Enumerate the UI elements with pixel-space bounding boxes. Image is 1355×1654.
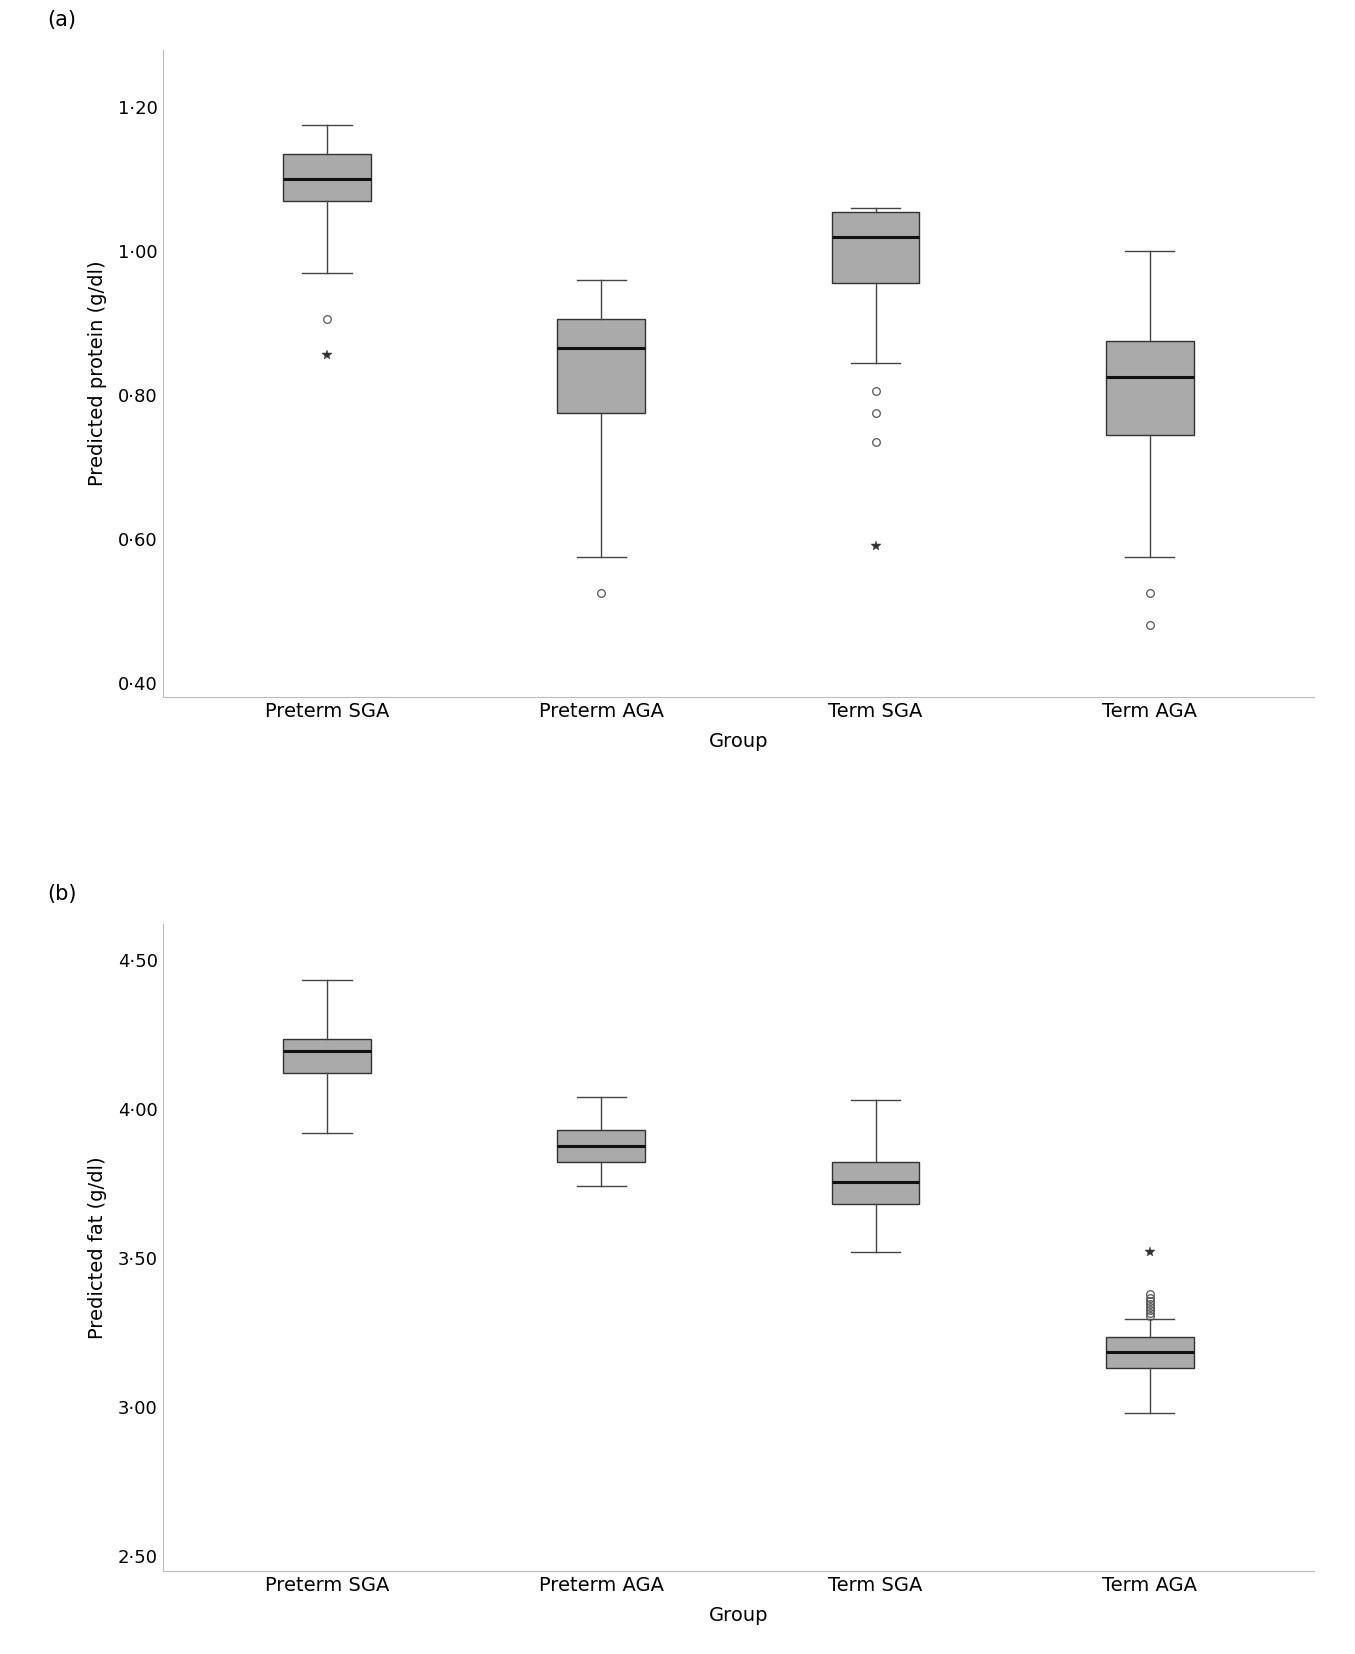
Y-axis label: Predicted protein (g/dl): Predicted protein (g/dl) [88, 261, 107, 486]
FancyBboxPatch shape [283, 1039, 371, 1073]
FancyBboxPatch shape [832, 212, 920, 283]
FancyBboxPatch shape [283, 154, 371, 200]
FancyBboxPatch shape [832, 1163, 920, 1204]
Y-axis label: Predicted fat (g/dl): Predicted fat (g/dl) [88, 1156, 107, 1338]
X-axis label: Group: Group [709, 1606, 768, 1626]
X-axis label: Group: Group [709, 733, 768, 751]
FancyBboxPatch shape [557, 319, 645, 414]
FancyBboxPatch shape [1106, 341, 1194, 435]
Text: (b): (b) [47, 885, 77, 905]
FancyBboxPatch shape [1106, 1336, 1194, 1368]
Text: (a): (a) [47, 10, 76, 30]
FancyBboxPatch shape [557, 1130, 645, 1163]
